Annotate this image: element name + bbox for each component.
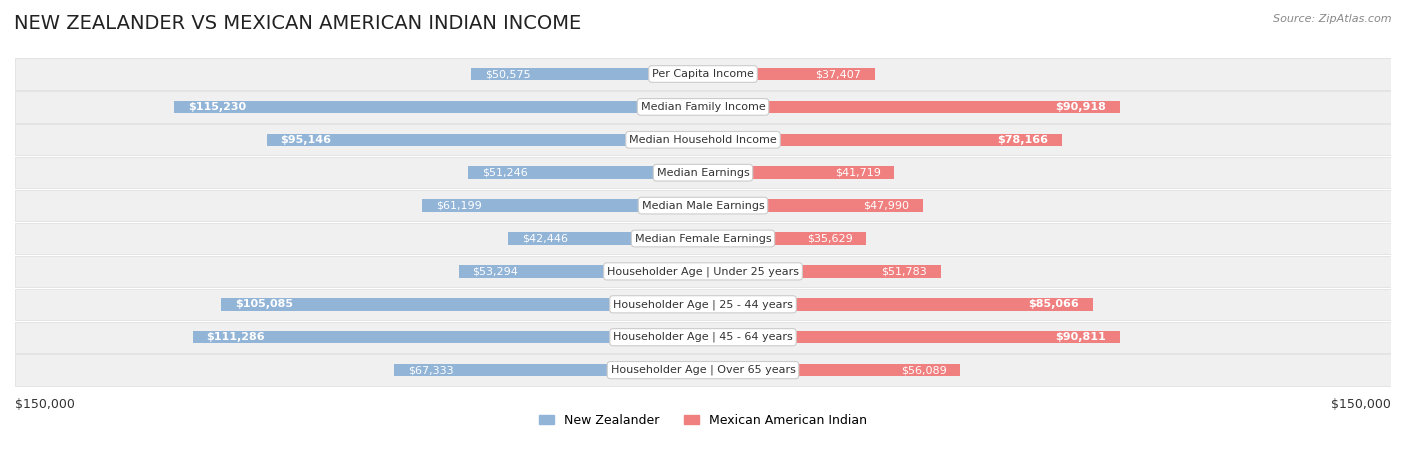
Text: $90,918: $90,918: [1056, 102, 1107, 112]
Text: $50,575: $50,575: [485, 69, 530, 79]
Text: $111,286: $111,286: [207, 332, 264, 342]
Text: $78,166: $78,166: [997, 135, 1047, 145]
Bar: [15, 256, 1391, 287]
Text: Median Earnings: Median Earnings: [657, 168, 749, 178]
Bar: [703, 166, 894, 179]
Text: $37,407: $37,407: [815, 69, 860, 79]
Text: $95,146: $95,146: [280, 135, 332, 145]
Bar: [703, 331, 1119, 343]
Bar: [15, 223, 1391, 254]
Bar: [703, 101, 1121, 113]
Bar: [394, 364, 703, 376]
Text: $105,085: $105,085: [235, 299, 292, 309]
Text: Householder Age | Under 25 years: Householder Age | Under 25 years: [607, 266, 799, 276]
Text: $41,719: $41,719: [835, 168, 880, 178]
Bar: [471, 68, 703, 80]
Bar: [703, 68, 875, 80]
Bar: [15, 91, 1391, 122]
Bar: [15, 289, 1391, 320]
Bar: [174, 101, 703, 113]
Text: $115,230: $115,230: [188, 102, 246, 112]
Text: $67,333: $67,333: [408, 365, 454, 375]
Bar: [703, 199, 924, 212]
Text: $61,199: $61,199: [436, 201, 482, 211]
Bar: [422, 199, 703, 212]
Text: Householder Age | Over 65 years: Householder Age | Over 65 years: [610, 365, 796, 375]
Bar: [703, 265, 941, 278]
Bar: [468, 166, 703, 179]
Bar: [15, 157, 1391, 188]
Bar: [703, 134, 1062, 146]
Bar: [15, 354, 1391, 386]
Text: Median Household Income: Median Household Income: [628, 135, 778, 145]
Text: Per Capita Income: Per Capita Income: [652, 69, 754, 79]
Bar: [703, 232, 866, 245]
Text: Householder Age | 25 - 44 years: Householder Age | 25 - 44 years: [613, 299, 793, 310]
Bar: [15, 190, 1391, 221]
Text: Source: ZipAtlas.com: Source: ZipAtlas.com: [1274, 14, 1392, 24]
Text: $53,294: $53,294: [472, 266, 519, 276]
Text: $150,000: $150,000: [15, 398, 75, 411]
Text: Median Male Earnings: Median Male Earnings: [641, 201, 765, 211]
Text: $90,811: $90,811: [1054, 332, 1105, 342]
Bar: [15, 58, 1391, 90]
Text: $42,446: $42,446: [522, 234, 568, 243]
Text: $56,089: $56,089: [901, 365, 946, 375]
Text: Householder Age | 45 - 64 years: Householder Age | 45 - 64 years: [613, 332, 793, 342]
Text: NEW ZEALANDER VS MEXICAN AMERICAN INDIAN INCOME: NEW ZEALANDER VS MEXICAN AMERICAN INDIAN…: [14, 14, 581, 33]
Text: $51,783: $51,783: [882, 266, 927, 276]
Text: $150,000: $150,000: [1331, 398, 1391, 411]
Bar: [193, 331, 703, 343]
Text: Median Female Earnings: Median Female Earnings: [634, 234, 772, 243]
Bar: [703, 364, 960, 376]
Text: Median Family Income: Median Family Income: [641, 102, 765, 112]
Text: $51,246: $51,246: [482, 168, 527, 178]
Text: $85,066: $85,066: [1029, 299, 1080, 309]
Bar: [458, 265, 703, 278]
Bar: [15, 322, 1391, 353]
Bar: [267, 134, 703, 146]
Legend: New Zealander, Mexican American Indian: New Zealander, Mexican American Indian: [534, 409, 872, 432]
Bar: [509, 232, 703, 245]
Text: $47,990: $47,990: [863, 201, 910, 211]
Bar: [15, 124, 1391, 156]
Bar: [703, 298, 1094, 311]
Text: $35,629: $35,629: [807, 234, 852, 243]
Bar: [221, 298, 703, 311]
